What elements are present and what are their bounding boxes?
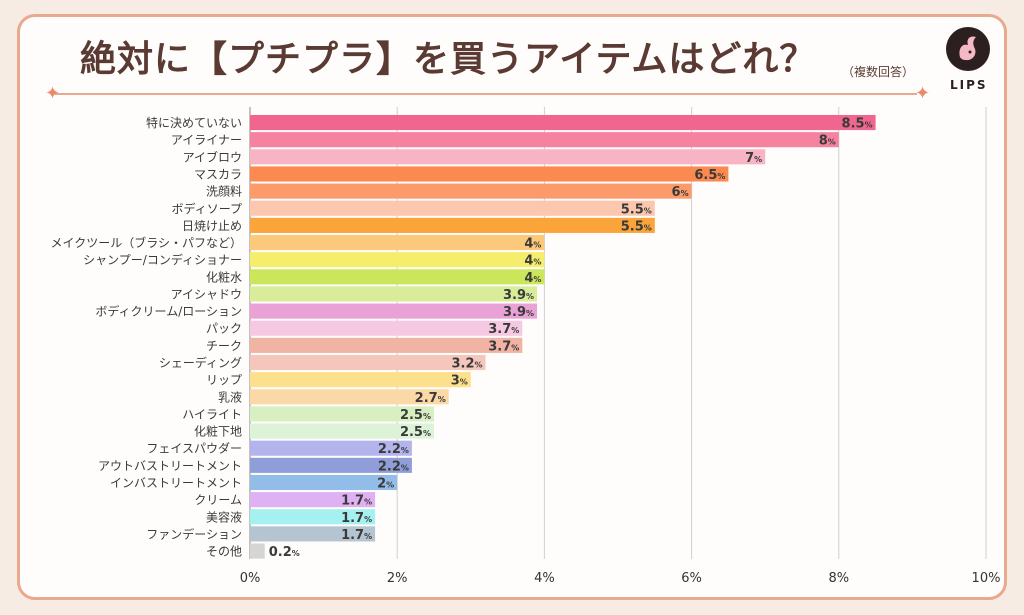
bar bbox=[250, 115, 876, 131]
category-label: フェイスパウダー bbox=[146, 441, 242, 456]
data-label: 2.2% bbox=[378, 459, 409, 474]
bar bbox=[250, 252, 545, 268]
bar bbox=[250, 474, 398, 491]
bar bbox=[250, 543, 265, 559]
data-label: 2.5% bbox=[400, 425, 431, 440]
rabbit-logo-icon bbox=[959, 36, 976, 61]
bar bbox=[250, 457, 412, 473]
data-label: 6.5% bbox=[694, 168, 725, 183]
category-label: マスカラ bbox=[194, 167, 242, 181]
category-label: 化粧水 bbox=[206, 270, 242, 284]
bar bbox=[250, 423, 434, 439]
data-label: 5.5% bbox=[621, 219, 652, 234]
category-label: クリーム bbox=[194, 493, 242, 507]
bar bbox=[250, 492, 376, 508]
data-label: 2.7% bbox=[415, 391, 446, 406]
data-label: 3% bbox=[451, 374, 468, 389]
category-label: シェーディング bbox=[159, 355, 242, 370]
x-tick-label: 8% bbox=[828, 571, 849, 586]
sparkle-left-icon: ✦ bbox=[45, 83, 61, 104]
x-tick-label: 6% bbox=[681, 571, 702, 586]
bar bbox=[250, 337, 523, 353]
bar bbox=[250, 526, 376, 542]
bar bbox=[250, 303, 538, 319]
data-label: 0.2% bbox=[269, 545, 300, 560]
data-label: 3.2% bbox=[451, 357, 482, 372]
logo-text: LIPS bbox=[950, 78, 988, 92]
data-label: 5.5% bbox=[621, 202, 652, 217]
data-label: 3.7% bbox=[488, 322, 519, 337]
bar bbox=[250, 166, 729, 182]
category-label: ファンデーション bbox=[146, 526, 242, 541]
bar bbox=[250, 132, 839, 148]
data-label: 1.7% bbox=[341, 494, 372, 509]
x-tick-label: 10% bbox=[972, 571, 1001, 586]
bar bbox=[250, 509, 376, 525]
category-label: チーク bbox=[206, 339, 242, 353]
data-label: 8.5% bbox=[842, 117, 873, 132]
data-label: 3.7% bbox=[488, 339, 519, 354]
data-label: 3.9% bbox=[503, 305, 534, 320]
data-label: 2.2% bbox=[378, 442, 409, 457]
bar bbox=[250, 354, 486, 371]
category-label: 洗顔料 bbox=[206, 184, 242, 199]
bar bbox=[250, 234, 545, 251]
category-label: 乳液 bbox=[218, 389, 242, 404]
chart-title: 絶対に【プチプラ】を買うアイテムはどれ？ bbox=[80, 39, 817, 80]
category-label: アイライナー bbox=[171, 133, 242, 147]
bar bbox=[250, 183, 692, 199]
bar bbox=[250, 440, 412, 456]
data-label: 4% bbox=[524, 254, 541, 269]
category-label: 日焼け止め bbox=[182, 219, 242, 233]
data-label: 3.9% bbox=[503, 288, 534, 303]
data-label: 2% bbox=[377, 476, 394, 491]
category-label: アウトバストリートメント bbox=[98, 459, 242, 473]
bar bbox=[250, 320, 523, 336]
x-tick-label: 4% bbox=[534, 571, 555, 586]
chart-subtitle: （複数回答） bbox=[842, 65, 915, 79]
data-label: 1.7% bbox=[341, 511, 372, 526]
sparkle-right-icon: ✦ bbox=[915, 83, 931, 104]
category-label: ボディソープ bbox=[172, 201, 242, 216]
x-tick-label: 2% bbox=[387, 571, 408, 586]
data-label: 4% bbox=[524, 271, 541, 286]
bar bbox=[250, 217, 655, 233]
category-label: パック bbox=[206, 322, 242, 336]
category-label: メイクツール（ブラシ・パフなど） bbox=[50, 235, 242, 250]
data-label: 1.7% bbox=[341, 528, 372, 543]
category-label: リップ bbox=[206, 373, 242, 387]
bar bbox=[250, 372, 471, 388]
data-label: 6% bbox=[672, 185, 689, 200]
category-label: シャンプー/コンディショナー bbox=[83, 252, 242, 267]
lips-logo-icon bbox=[946, 27, 990, 71]
bar bbox=[250, 269, 545, 285]
category-label: アイシャドウ bbox=[171, 287, 242, 301]
category-label: ボディクリーム/ローション bbox=[95, 304, 242, 319]
category-label: その他 bbox=[206, 545, 242, 559]
data-label: 2.5% bbox=[400, 408, 431, 423]
data-label: 7% bbox=[745, 151, 762, 166]
bar bbox=[250, 200, 655, 216]
category-label: 化粧下地 bbox=[194, 425, 242, 439]
category-label: ハイライト bbox=[182, 407, 242, 421]
bar bbox=[250, 286, 538, 302]
bar bbox=[250, 149, 766, 165]
bar bbox=[250, 389, 449, 405]
title-divider bbox=[55, 93, 917, 95]
data-label: 4% bbox=[524, 237, 541, 252]
bar bbox=[250, 406, 434, 422]
data-label: 8% bbox=[819, 134, 836, 149]
category-label: 美容液 bbox=[206, 509, 242, 524]
category-label: 特に決めていない bbox=[146, 115, 242, 130]
x-tick-label: 0% bbox=[240, 571, 261, 586]
category-label: インバストリートメント bbox=[110, 476, 242, 490]
category-label: アイブロウ bbox=[183, 149, 242, 164]
